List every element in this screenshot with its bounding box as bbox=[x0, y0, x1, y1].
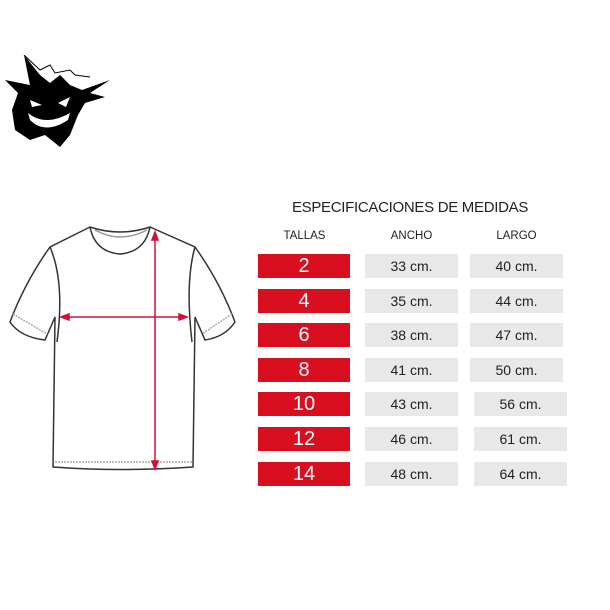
size-cell: 8 bbox=[258, 357, 350, 382]
width-cell: 41 cm. bbox=[365, 357, 458, 382]
length-cell: 56 cm. bbox=[474, 392, 567, 417]
size-cell: 12 bbox=[258, 427, 350, 451]
size-cell: 4 bbox=[258, 288, 350, 313]
width-cell: 46 cm. bbox=[365, 427, 458, 451]
size-cell: 6 bbox=[258, 323, 350, 348]
ghost-logo-icon bbox=[5, 55, 110, 147]
width-cell: 33 cm. bbox=[365, 254, 458, 278]
size-row: 12 46 cm. 61 cm. bbox=[0, 427, 610, 451]
size-cell: 14 bbox=[258, 461, 350, 486]
length-cell: 50 cm. bbox=[470, 357, 563, 382]
length-cell: 40 cm. bbox=[470, 254, 563, 278]
length-cell: 47 cm. bbox=[470, 323, 563, 348]
header-sizes: TALLAS bbox=[283, 230, 326, 242]
length-cell: 44 cm. bbox=[470, 288, 563, 313]
width-cell: 38 cm. bbox=[365, 323, 458, 348]
header-length: LARGO bbox=[496, 230, 537, 242]
chart-title: ESPECIFICACIONES DE MEDIDAS bbox=[291, 199, 529, 216]
header-width: ANCHO bbox=[390, 230, 433, 242]
size-row: 6 38 cm. 47 cm. bbox=[0, 323, 610, 348]
size-cell: 2 bbox=[258, 254, 350, 278]
size-cell: 10 bbox=[258, 392, 350, 417]
size-row: 4 35 cm. 44 cm. bbox=[0, 288, 610, 313]
width-cell: 35 cm. bbox=[365, 288, 458, 313]
length-cell: 61 cm. bbox=[474, 427, 567, 451]
tshirt-diagram-icon bbox=[9, 226, 236, 472]
size-row: 10 43 cm. 56 cm. bbox=[0, 392, 610, 417]
size-row: 2 33 cm. 40 cm. bbox=[0, 254, 610, 278]
length-cell: 64 cm. bbox=[474, 461, 567, 486]
size-row: 8 41 cm. 50 cm. bbox=[0, 357, 610, 382]
size-row: 14 48 cm. 64 cm. bbox=[0, 461, 610, 486]
width-cell: 48 cm. bbox=[365, 461, 458, 486]
width-cell: 43 cm. bbox=[365, 392, 458, 417]
